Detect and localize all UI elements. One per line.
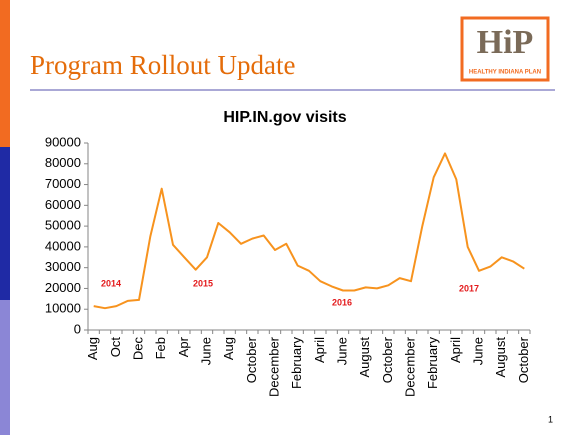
y-tick-label: 70000 xyxy=(45,176,81,191)
x-tick-label: Dec xyxy=(130,337,145,361)
y-tick-label: 90000 xyxy=(45,134,81,149)
x-tick-label: December xyxy=(402,336,417,397)
side-bar-top xyxy=(0,0,10,147)
y-tick-label: 10000 xyxy=(45,301,81,316)
logo-tagline: HEALTHY INDIANA PLAN xyxy=(469,70,541,76)
y-tick-label: 0 xyxy=(74,321,81,336)
slide-title: Program Rollout Update xyxy=(30,50,295,80)
chart-title: HIP.IN.gov visits xyxy=(223,109,346,126)
x-tick-label: October xyxy=(380,336,395,383)
x-tick-label: Feb xyxy=(153,337,168,359)
x-tick-label: April xyxy=(312,337,327,363)
year-annotation: 2015 xyxy=(193,278,213,288)
page-number: 1 xyxy=(548,414,553,424)
y-tick-label: 50000 xyxy=(45,218,81,233)
y-tick-label: 60000 xyxy=(45,197,81,212)
x-tick-label: June xyxy=(334,337,349,365)
side-bar-middle xyxy=(0,147,10,300)
x-tick-label: Oct xyxy=(108,337,123,358)
year-annotation: 2016 xyxy=(332,297,352,307)
x-tick-label: October xyxy=(516,336,531,383)
x-tick-label: Aug xyxy=(221,337,236,360)
data-line xyxy=(93,152,525,310)
logo-mark: HiP xyxy=(477,24,534,61)
year-annotation: 2014 xyxy=(101,278,121,288)
x-tick-label: April xyxy=(448,337,463,363)
y-tick-label: 20000 xyxy=(45,280,81,295)
x-tick-label: Aug xyxy=(85,337,100,360)
y-tick-label: 80000 xyxy=(45,155,81,170)
x-tick-label: June xyxy=(198,337,213,365)
y-tick-label: 30000 xyxy=(45,259,81,274)
year-annotation: 2017 xyxy=(459,283,479,293)
x-tick-label: February xyxy=(289,337,304,390)
x-tick-label: June xyxy=(470,337,485,365)
x-tick-label: December xyxy=(266,336,281,397)
x-tick-label: Apr xyxy=(176,336,191,357)
x-tick-label: October xyxy=(244,336,259,383)
y-tick-label: 40000 xyxy=(45,238,81,253)
side-bar-bottom xyxy=(0,300,10,435)
logo-box xyxy=(460,16,550,82)
x-tick-label: February xyxy=(425,337,440,390)
x-tick-label: August xyxy=(357,337,372,378)
x-tick-label: August xyxy=(493,337,508,378)
